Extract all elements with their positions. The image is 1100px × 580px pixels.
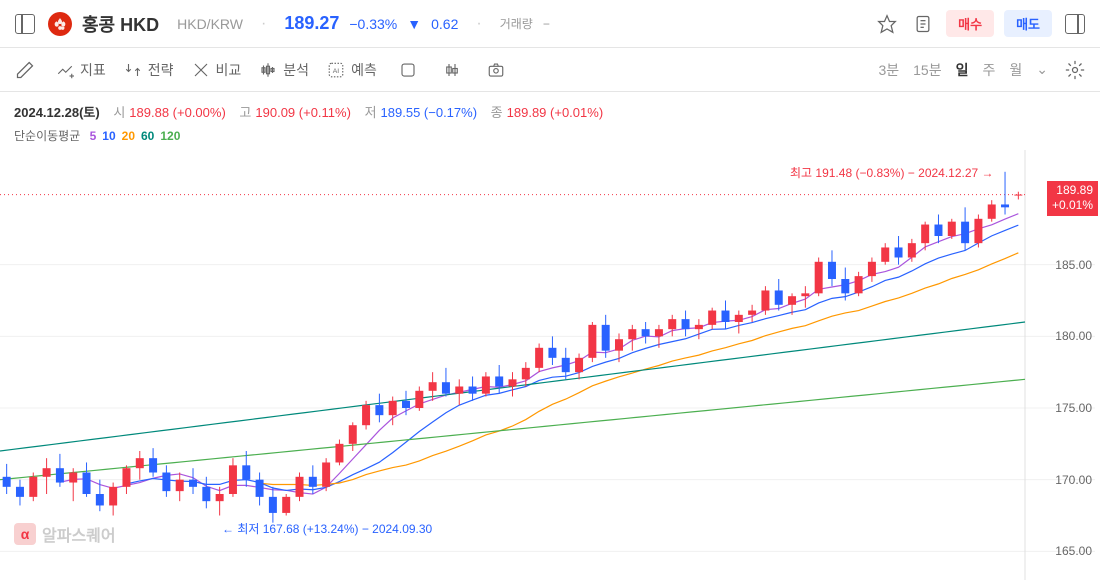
tf-3m[interactable]: 3분 (878, 60, 899, 80)
symbol-pair: HKD/KRW (177, 16, 243, 32)
svg-text:AI: AI (333, 68, 340, 75)
camera-icon[interactable] (483, 57, 509, 83)
price-tag: 189.89+0.01% (1047, 181, 1098, 216)
volume-label: 거래량 (500, 15, 533, 32)
tf-week[interactable]: 주 (982, 60, 995, 80)
tf-month[interactable]: 월 (1009, 60, 1022, 80)
note-icon[interactable] (910, 11, 936, 37)
star-icon[interactable] (874, 11, 900, 37)
y-axis-label: 175.00 (1055, 401, 1092, 415)
gear-icon[interactable] (1062, 57, 1088, 83)
volume-value: − (543, 17, 550, 31)
tool-indicator[interactable]: 지표 (56, 60, 106, 80)
panel-right-icon[interactable] (1062, 11, 1088, 37)
toolbar: 지표 전략 비교 분석 AI예측 3분 15분 일 주 월 ⌄ (0, 48, 1100, 92)
last-price: 189.27 (284, 13, 339, 34)
pencil-icon[interactable] (12, 57, 38, 83)
square-icon[interactable] (395, 57, 421, 83)
low-annotation: ← 최저 167.68 (+13.24%) − 2024.09.30 (222, 520, 432, 537)
change-val: 0.62 (431, 16, 458, 32)
y-axis-label: 165.00 (1055, 544, 1092, 558)
buy-button[interactable]: 매수 (946, 10, 994, 37)
watermark: α 알파스퀘어 (14, 522, 116, 546)
tool-predict[interactable]: AI예측 (327, 60, 377, 80)
tf-dropdown-icon[interactable]: ⌄ (1036, 61, 1048, 78)
tool-compare[interactable]: 비교 (192, 60, 242, 80)
ohlc-date: 2024.12.28(토) (14, 105, 100, 120)
high-annotation: 최고 191.48 (−0.83%) − 2024.12.27 → (790, 164, 994, 181)
y-axis-label: 170.00 (1055, 473, 1092, 487)
tf-day[interactable]: 일 (956, 60, 969, 80)
ohlc-bar: 2024.12.28(토) 시189.88 (+0.00%) 고190.09 (… (0, 92, 1100, 125)
chart-area[interactable]: 165.00 170.00 175.00 180.00 185.00 189.89+0.… (0, 150, 1100, 580)
sell-button[interactable]: 매도 (1004, 10, 1052, 37)
change-pct: −0.33% (349, 16, 397, 32)
y-axis-label: 185.00 (1055, 258, 1092, 272)
tool-analysis[interactable]: 분석 (259, 60, 309, 80)
change-arrow: ▼ (407, 16, 421, 32)
candles-icon[interactable] (439, 57, 465, 83)
symbol-title[interactable]: 홍콩 HKD (82, 11, 159, 37)
hkd-flag-icon (48, 12, 72, 36)
y-axis-label: 180.00 (1055, 329, 1092, 343)
tf-15m[interactable]: 15분 (913, 60, 941, 80)
header-bar: 홍콩 HKD HKD/KRW · 189.27 −0.33% ▼ 0.62 · … (0, 0, 1100, 48)
panel-left-icon[interactable] (12, 11, 38, 37)
tool-strategy[interactable]: 전략 (124, 60, 174, 80)
sma-legend: 단순이동평균 5102060120 (0, 125, 1100, 150)
watermark-icon: α (14, 523, 36, 545)
